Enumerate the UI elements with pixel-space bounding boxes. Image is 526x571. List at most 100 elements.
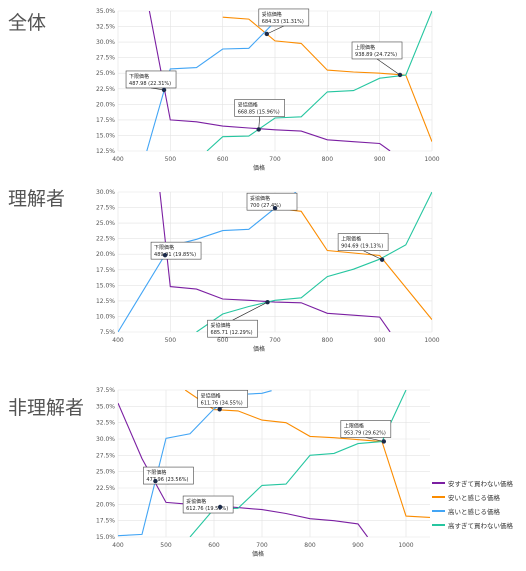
y-tick-label: 20.0% (96, 501, 115, 508)
x-tick-label: 500 (160, 542, 172, 549)
series-line-cheap (248, 197, 432, 320)
callout-value: 700 (27.4%) (250, 203, 281, 209)
y-tick-label: 27.5% (96, 55, 115, 62)
callout-name: 妥協価格 (238, 101, 258, 108)
callout-value: 612.76 (19.59%) (186, 506, 228, 512)
callout-value: 487.98 (22.31%) (129, 81, 171, 87)
x-tick-label: 1000 (424, 337, 439, 344)
x-tick-label: 600 (208, 542, 220, 549)
x-axis-label: 価格 (253, 164, 265, 172)
callout-name: 上限価格 (355, 44, 375, 51)
data-point-marker (272, 205, 278, 211)
x-axis-label: 価格 (253, 345, 265, 353)
x-tick-label: 1000 (398, 542, 413, 549)
x-tick-label: 400 (112, 156, 124, 163)
y-tick-label: 37.5% (96, 387, 115, 394)
legend-label: 高すぎて買わない価格 (448, 522, 513, 530)
x-tick-label: 400 (112, 542, 124, 549)
data-point-marker (265, 299, 270, 305)
callout-value: 953.79 (29.62%) (344, 430, 386, 436)
legend-swatch (432, 510, 445, 512)
y-tick-label: 27.5% (96, 452, 115, 459)
y-tick-label: 30.0% (96, 39, 115, 46)
y-tick-label: 22.5% (96, 86, 115, 93)
y-tick-label: 25.0% (96, 220, 115, 227)
y-tick-label: 27.5% (96, 205, 115, 212)
callout-value: 611.76 (34.55%) (201, 400, 243, 406)
y-tick-label: 35.0% (96, 403, 115, 410)
legend-swatch (432, 496, 445, 498)
legend-item: 安すぎて買わない価格 (432, 476, 524, 490)
y-tick-label: 12.5% (96, 298, 115, 305)
legend-item: 安いと感じる価格 (432, 490, 524, 504)
chart-panel-1: 7.5% 10.0% 12.5% 15.0% 17.5% 20.0% 22.5% 25.0% 2… (96, 189, 440, 353)
y-tick-label: 10.0% (96, 313, 115, 320)
callout-value: 477.96 (23.56%) (146, 477, 188, 483)
x-tick-label: 900 (374, 156, 386, 163)
legend-swatch (432, 482, 445, 484)
callout-box (207, 319, 258, 338)
series-line-expensive (118, 390, 272, 537)
y-tick-label: 17.5% (96, 117, 115, 124)
callout-box (125, 70, 177, 89)
series-line-cheap (184, 390, 430, 518)
y-tick-label: 20.0% (96, 101, 115, 108)
series-line-cheap (222, 16, 432, 142)
series-line-too-cheap-doubt (159, 192, 391, 332)
series-line-too-expensive (196, 192, 432, 332)
legend-label: 高いと感じる価格 (448, 508, 500, 516)
callout-leader (376, 58, 401, 76)
callout-box (197, 389, 248, 408)
data-point-marker (217, 504, 223, 510)
data-point-marker (217, 407, 222, 412)
callout-name: 妥協価格 (201, 392, 221, 399)
y-tick-label: 15.0% (96, 132, 115, 139)
callout-name: 妥協価格 (250, 195, 270, 202)
callout-value: 684.33 (31.31%) (262, 19, 304, 25)
callout-name: 下限価格 (146, 469, 166, 476)
y-tick-label: 30.0% (96, 436, 115, 443)
legend-item: 高いと感じる価格 (432, 504, 524, 518)
data-point-marker (381, 439, 387, 444)
series-line-too-expensive (206, 11, 432, 151)
series-group (146, 11, 432, 151)
chart-panel-2: 15.0% 17.5% 20.0% 22.5% 25.0% 27.5% 30.0% 32.5%… (96, 387, 430, 558)
y-tick-label: 17.5% (96, 267, 115, 274)
legend-label: 安すぎて買わない価格 (448, 480, 513, 488)
y-tick-label: 22.5% (96, 236, 115, 243)
callout-box (234, 99, 285, 117)
data-point-marker (379, 257, 385, 262)
y-tick-label: 32.5% (96, 24, 115, 31)
x-axis-label: 価格 (252, 550, 264, 558)
panel-label-non-understanders: 非理解者 (8, 397, 85, 419)
x-tick-label: 800 (304, 542, 316, 549)
series-line-expensive (118, 192, 297, 332)
series-line-too-cheap-doubt (118, 402, 369, 537)
y-tick-label: 12.5% (96, 148, 115, 155)
y-tick-label: 35.0% (96, 8, 115, 15)
callout-name: 下限価格 (154, 244, 174, 251)
callout-box (246, 192, 298, 211)
y-tick-label: 30.0% (96, 189, 115, 196)
callout-leader (232, 301, 268, 321)
x-tick-label: 600 (217, 156, 229, 163)
series-group (118, 390, 430, 537)
y-tick-label: 25.0% (96, 469, 115, 476)
y-tick-label: 32.5% (96, 420, 115, 427)
x-tick-label: 700 (269, 337, 281, 344)
callout-box (258, 8, 310, 27)
x-tick-label: 600 (217, 337, 229, 344)
callout-leader (362, 250, 383, 260)
y-tick-label: 17.5% (96, 518, 115, 525)
callout-name: 上限価格 (341, 236, 361, 243)
callout-value: 685.71 (12.29%) (211, 330, 253, 336)
x-tick-label: 900 (374, 337, 386, 344)
callout-name: 下限価格 (129, 73, 149, 80)
data-point-marker (153, 478, 158, 484)
panel-label-understanders: 理解者 (8, 188, 66, 210)
x-tick-label: 1000 (424, 156, 439, 163)
y-tick-label: 25.0% (96, 70, 115, 77)
callout-name: 上限価格 (344, 422, 364, 429)
